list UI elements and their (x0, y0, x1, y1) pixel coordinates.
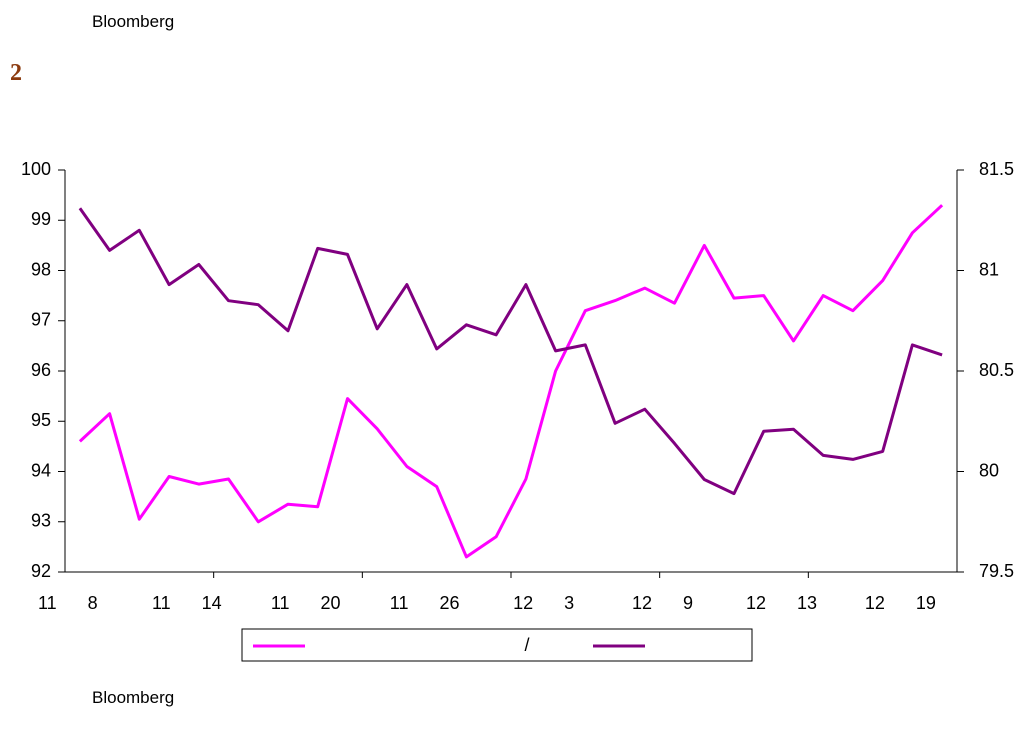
figure-number: 2 (10, 60, 22, 86)
y-tick-label: 97 (31, 310, 51, 330)
y2-tick-label: 81 (979, 259, 999, 279)
source-note: Bloomberg (92, 688, 175, 707)
series-line (78, 207, 943, 496)
y-tick-label: 98 (31, 259, 51, 279)
legend-label: / (524, 635, 529, 655)
y2-tick-label: 81.5 (979, 159, 1014, 179)
x-tick-label: 11 8 (38, 593, 98, 613)
legend (241, 628, 753, 662)
source-note: Bloomberg (92, 12, 175, 31)
y-tick-label: 93 (31, 511, 51, 531)
x-tick-label: 11 26 (390, 593, 460, 613)
y-tick-label: 94 (31, 460, 51, 480)
y-tick-label: 99 (31, 209, 51, 229)
x-tick-label: 11 20 (271, 593, 341, 613)
x-tick-label: 12 19 (865, 593, 936, 613)
y-tick-label: 92 (31, 561, 51, 581)
x-tick-label: 12 9 (632, 593, 693, 613)
y-tick-label: 96 (31, 360, 51, 380)
y2-tick-label: 80.5 (979, 360, 1014, 380)
y-tick-label: 100 (21, 159, 51, 179)
series-line (78, 204, 944, 559)
y2-tick-label: 80 (979, 460, 999, 480)
x-tick-label: 11 14 (152, 593, 222, 613)
y2-tick-label: 79.5 (979, 561, 1014, 581)
y-tick-label: 95 (31, 410, 51, 430)
x-tick-label: 12 13 (746, 593, 817, 613)
x-tick-label: 12 3 (513, 593, 574, 613)
